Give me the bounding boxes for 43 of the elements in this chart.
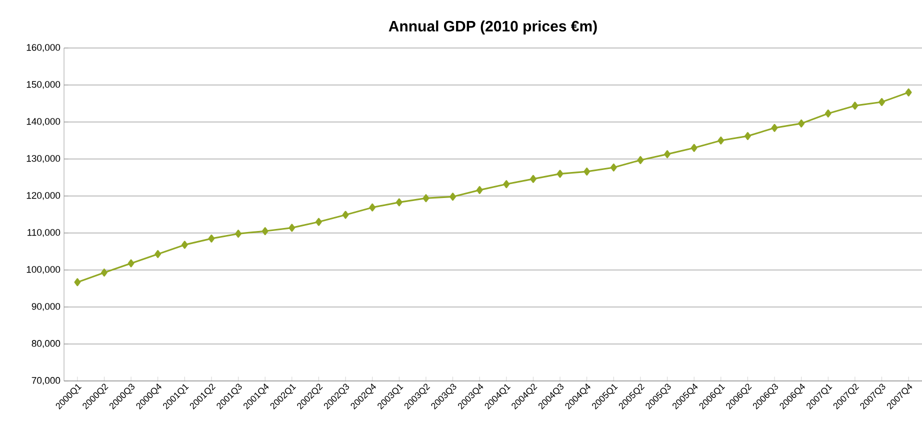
point	[262, 227, 268, 236]
point	[664, 150, 670, 158]
point	[288, 224, 296, 232]
point	[852, 102, 858, 110]
point	[235, 230, 242, 238]
point	[396, 198, 402, 206]
point	[637, 156, 644, 164]
point	[556, 170, 564, 178]
y-tick-label: 70,000	[32, 377, 60, 385]
point	[450, 192, 456, 201]
point	[690, 144, 698, 152]
point	[369, 203, 376, 212]
point	[422, 194, 430, 202]
y-tick-label: 160,000	[26, 44, 60, 52]
point	[610, 164, 617, 172]
point	[154, 250, 162, 258]
y-tick-label: 110,000	[28, 229, 60, 237]
point	[905, 88, 912, 96]
y-tick-label: 100,000	[26, 266, 60, 274]
y-tick-label: 150,000	[26, 81, 60, 89]
point	[824, 109, 832, 118]
point	[744, 132, 751, 140]
point	[342, 210, 349, 219]
point	[128, 259, 134, 268]
point	[798, 119, 805, 128]
point	[476, 186, 483, 194]
point	[530, 174, 536, 183]
point	[878, 98, 885, 106]
point	[718, 136, 724, 144]
point	[771, 124, 778, 132]
y-tick-label: 130,000	[26, 155, 60, 163]
point	[181, 240, 188, 249]
point	[208, 234, 215, 243]
point	[101, 268, 108, 277]
y-tick-label: 120,000	[26, 192, 60, 200]
point	[503, 180, 510, 188]
point	[584, 168, 590, 176]
point	[316, 218, 322, 226]
point	[74, 278, 81, 286]
chart-title: Annual GDP (2010 prices €m)	[388, 20, 597, 34]
y-tick-label: 140,000	[26, 118, 60, 126]
y-tick-label: 80,000	[32, 340, 60, 348]
y-tick-label: 90,000	[32, 303, 60, 311]
